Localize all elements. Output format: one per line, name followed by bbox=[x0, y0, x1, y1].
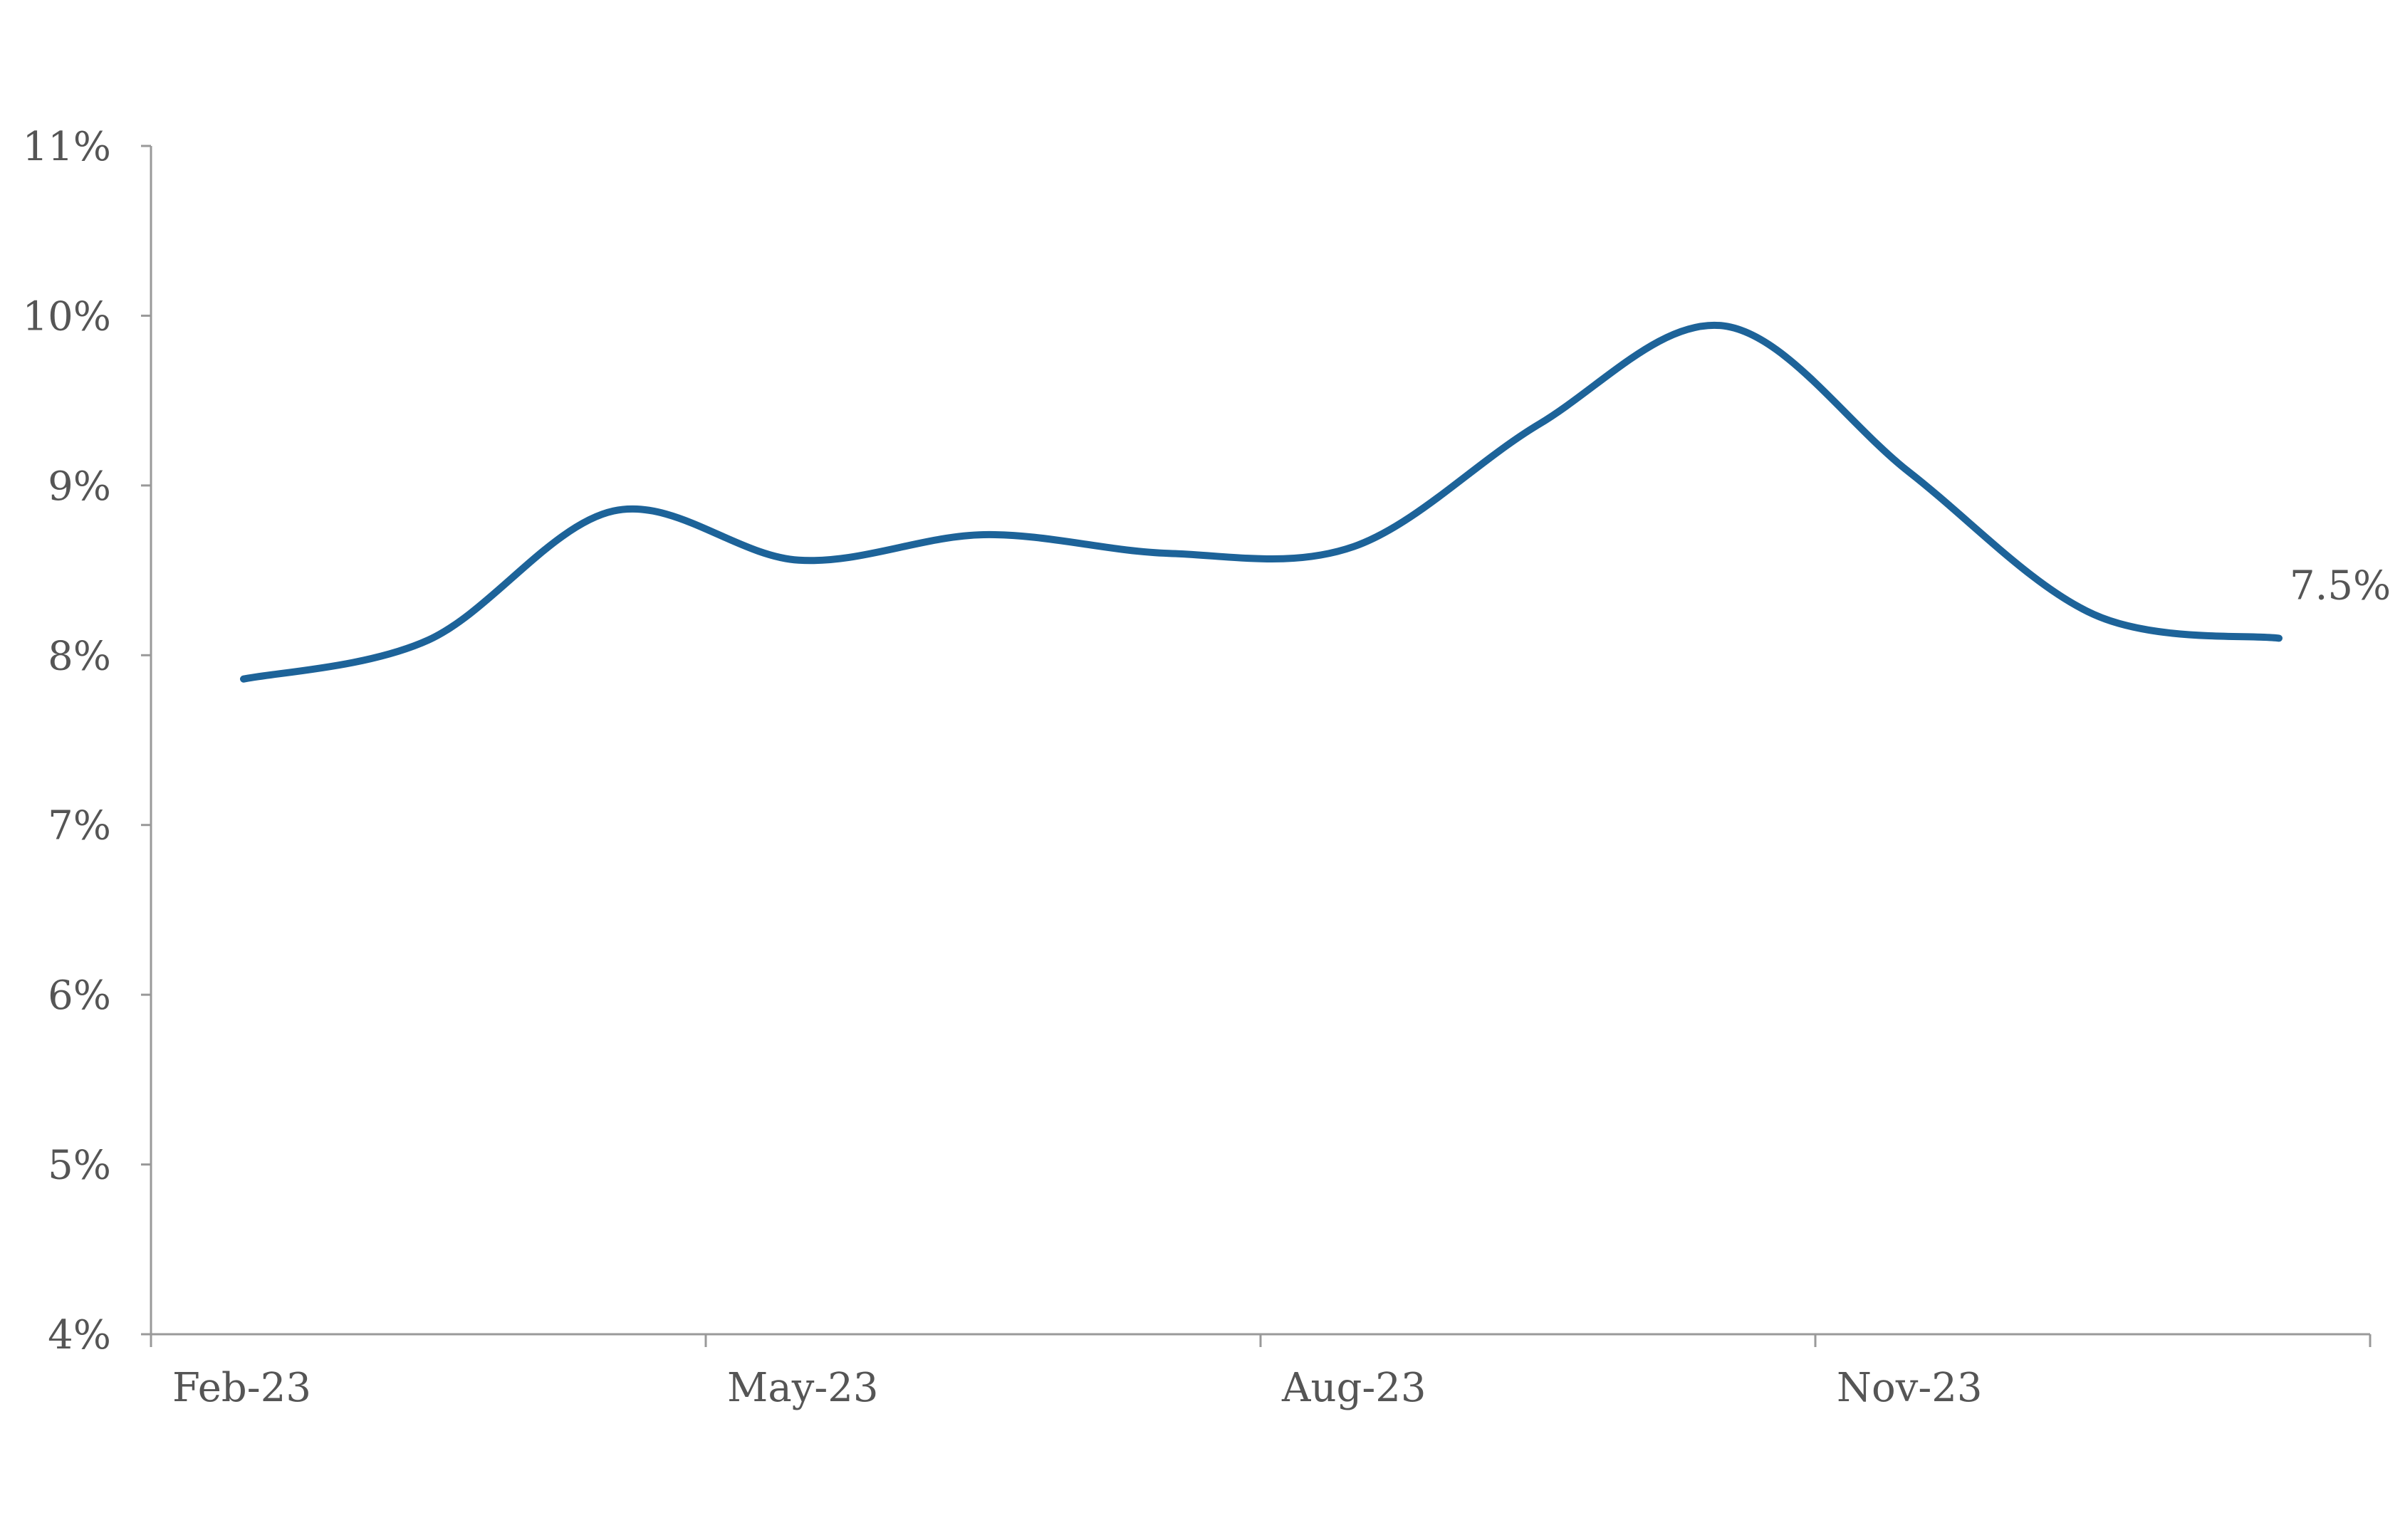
data-point bbox=[1535, 421, 1543, 428]
data-point bbox=[980, 531, 987, 538]
y-axis: 4% 5% 6% 7% 8% 9% 10% 11% bbox=[23, 124, 152, 1358]
data-point bbox=[1350, 543, 1357, 550]
y-tick-label: 10% bbox=[23, 293, 111, 340]
annotation-layer: 7.5% bbox=[2290, 562, 2391, 609]
x-tick-label: Feb-23 bbox=[172, 1365, 311, 1411]
y-tick-label: 5% bbox=[48, 1143, 111, 1189]
data-point bbox=[2090, 611, 2097, 618]
data-point bbox=[1905, 468, 1912, 476]
x-tick-label: Nov-23 bbox=[1837, 1365, 1983, 1411]
data-point bbox=[1165, 550, 1172, 557]
data-point bbox=[2275, 634, 2283, 641]
x-tick-label: May-23 bbox=[727, 1365, 879, 1411]
y-tick-label: 11% bbox=[23, 124, 111, 170]
data-point bbox=[610, 508, 617, 515]
data-point bbox=[240, 676, 247, 683]
data-point bbox=[795, 557, 802, 564]
y-tick-label: 9% bbox=[48, 463, 111, 510]
x-tick-label: Aug-23 bbox=[1281, 1365, 1426, 1411]
y-tick-label: 4% bbox=[48, 1312, 111, 1358]
data-point bbox=[425, 637, 432, 644]
data-point bbox=[1721, 323, 1728, 330]
x-axis: Feb-23 May-23 Aug-23 Nov-23 bbox=[150, 1333, 2372, 1411]
y-tick-label: 7% bbox=[48, 803, 111, 849]
last-value-label: 7.5% bbox=[2290, 562, 2391, 609]
y-tick-label: 8% bbox=[48, 633, 111, 679]
series-layer bbox=[240, 321, 2283, 683]
y-tick-label: 6% bbox=[48, 973, 111, 1019]
series-line bbox=[240, 321, 2283, 683]
